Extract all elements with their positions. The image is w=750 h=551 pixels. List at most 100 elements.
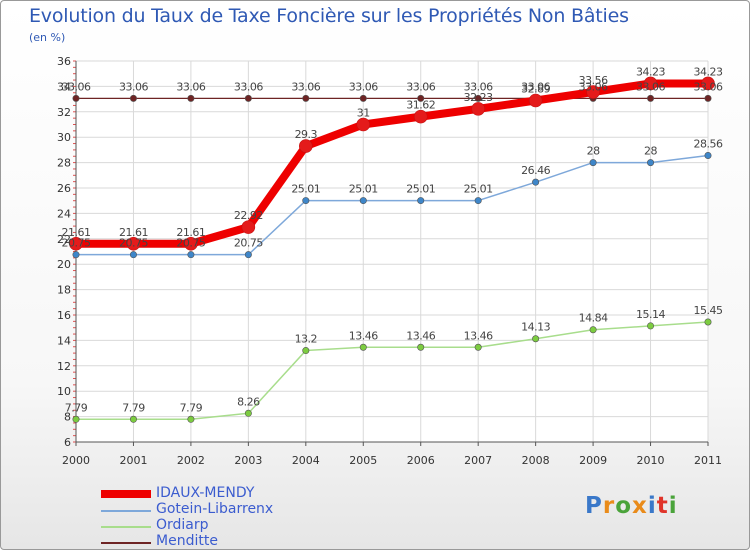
data-label-ordiarp: 7.79 xyxy=(180,401,203,414)
unit-label: (en %) xyxy=(29,31,66,44)
x-tick-label: 2010 xyxy=(637,454,665,467)
data-label-gotein-libarrenx: 25.01 xyxy=(291,183,320,196)
data-point-ordiarp xyxy=(532,335,540,343)
data-point-gotein-libarrenx xyxy=(647,159,655,167)
data-label-idaux-mendy: 32.89 xyxy=(521,82,550,95)
legend-label-menditte: Menditte xyxy=(156,533,218,549)
data-label-menditte: 33.06 xyxy=(694,80,723,93)
legend-label-idaux-mendy: IDAUX-MENDY xyxy=(156,485,255,501)
data-point-idaux-mendy xyxy=(586,85,600,99)
data-label-gotein-libarrenx: 20.75 xyxy=(176,237,205,250)
y-tick-label: 24 xyxy=(57,207,71,220)
data-point-menditte xyxy=(704,94,712,102)
data-label-gotein-libarrenx: 28.56 xyxy=(694,137,723,150)
y-tick-label: 20 xyxy=(57,258,71,271)
chart-title: Evolution du Taux de Taxe Foncière sur l… xyxy=(29,5,629,27)
data-label-ordiarp: 7.79 xyxy=(122,401,145,414)
data-point-gotein-libarrenx xyxy=(474,197,482,205)
data-label-menditte: 33.06 xyxy=(349,80,378,93)
data-point-ordiarp xyxy=(589,326,597,334)
data-label-idaux-mendy: 34.23 xyxy=(694,65,723,78)
series-line-ordiarp xyxy=(75,321,709,421)
data-point-idaux-mendy xyxy=(69,236,83,251)
data-point-idaux-mendy xyxy=(241,220,256,234)
data-point-gotein-libarrenx xyxy=(359,197,367,205)
data-label-ordiarp: 15.14 xyxy=(636,308,665,321)
data-label-menditte: 33.06 xyxy=(119,80,148,93)
x-tick-label: 2006 xyxy=(407,454,435,467)
y-tick-label: 22 xyxy=(57,233,71,246)
series-line-gotein-libarrenx xyxy=(75,154,709,256)
data-label-idaux-mendy: 32.23 xyxy=(464,91,493,104)
data-label-ordiarp: 13.2 xyxy=(295,333,318,346)
data-point-idaux-mendy xyxy=(184,236,198,251)
data-point-idaux-mendy xyxy=(643,76,658,91)
data-label-idaux-mendy: 31 xyxy=(357,107,370,120)
data-label-ordiarp: 8.26 xyxy=(237,395,260,408)
y-tick-label: 26 xyxy=(57,182,71,195)
legend-swatch-gotein-libarrenx xyxy=(101,510,151,512)
x-tick-label: 2011 xyxy=(694,454,722,467)
data-label-gotein-libarrenx: 26.46 xyxy=(521,164,550,177)
proxiti-logo: Proxiti xyxy=(585,493,678,519)
data-point-menditte xyxy=(72,94,80,102)
data-label-menditte: 33.06 xyxy=(234,80,263,93)
data-point-gotein-libarrenx xyxy=(72,251,80,259)
data-point-gotein-libarrenx xyxy=(704,151,712,159)
x-tick-label: 2002 xyxy=(177,454,205,467)
data-label-gotein-libarrenx: 28 xyxy=(644,145,657,158)
y-tick-label: 30 xyxy=(57,131,71,144)
data-point-ordiarp xyxy=(704,318,712,326)
data-label-idaux-mendy: 21.61 xyxy=(119,226,148,239)
data-label-menditte: 33.06 xyxy=(406,80,435,93)
x-tick-label: 2009 xyxy=(579,454,607,467)
y-tick-label: 10 xyxy=(57,385,71,398)
y-tick-label: 36 xyxy=(57,55,71,68)
legend-swatch-menditte xyxy=(101,542,151,544)
y-tick-label: 12 xyxy=(57,360,71,373)
x-tick-label: 2007 xyxy=(464,454,492,467)
data-label-menditte: 33.06 xyxy=(291,80,320,93)
y-tick-label: 16 xyxy=(57,309,71,322)
data-point-gotein-libarrenx xyxy=(129,251,137,259)
data-label-idaux-mendy: 34.23 xyxy=(636,65,665,78)
legend-label-gotein-libarrenx: Gotein-Libarrenx xyxy=(156,501,274,517)
data-label-ordiarp: 14.84 xyxy=(579,312,608,325)
data-label-menditte: 33.06 xyxy=(636,80,665,93)
data-label-menditte: 33.06 xyxy=(176,80,205,93)
data-label-menditte: 33.06 xyxy=(62,80,91,93)
data-label-ordiarp: 13.46 xyxy=(349,329,378,342)
data-label-menditte: 33.06 xyxy=(579,80,608,93)
data-point-ordiarp xyxy=(359,343,367,351)
data-point-menditte xyxy=(647,94,655,102)
y-tick-label: 14 xyxy=(57,334,71,347)
data-point-ordiarp xyxy=(129,415,137,423)
data-label-gotein-libarrenx: 25.01 xyxy=(349,183,378,196)
data-point-idaux-mendy xyxy=(701,76,715,91)
legend-swatch-idaux-mendy xyxy=(101,490,151,498)
data-point-gotein-libarrenx xyxy=(187,251,195,259)
data-label-ordiarp: 13.46 xyxy=(464,329,493,342)
data-label-gotein-libarrenx: 20.75 xyxy=(62,237,91,250)
x-tick-label: 2003 xyxy=(234,454,262,467)
y-tick-label: 8 xyxy=(64,411,71,424)
data-point-ordiarp xyxy=(647,322,655,330)
data-label-ordiarp: 13.46 xyxy=(406,329,435,342)
data-point-idaux-mendy xyxy=(299,139,313,153)
data-point-menditte xyxy=(244,94,252,102)
data-label-ordiarp: 15.45 xyxy=(694,304,723,317)
data-point-menditte xyxy=(302,94,310,102)
data-point-ordiarp xyxy=(417,343,425,351)
data-label-ordiarp: 7.79 xyxy=(65,401,88,414)
data-point-gotein-libarrenx xyxy=(244,251,252,259)
data-label-idaux-mendy: 33.56 xyxy=(579,74,608,87)
legend-swatch-ordiarp xyxy=(101,526,151,528)
y-tick-label: 18 xyxy=(57,284,71,297)
data-point-ordiarp xyxy=(244,409,252,417)
x-tick-label: 2005 xyxy=(349,454,377,467)
data-point-ordiarp xyxy=(72,415,80,423)
legend-label-ordiarp: Ordiarp xyxy=(156,517,209,533)
x-tick-label: 2008 xyxy=(522,454,550,467)
